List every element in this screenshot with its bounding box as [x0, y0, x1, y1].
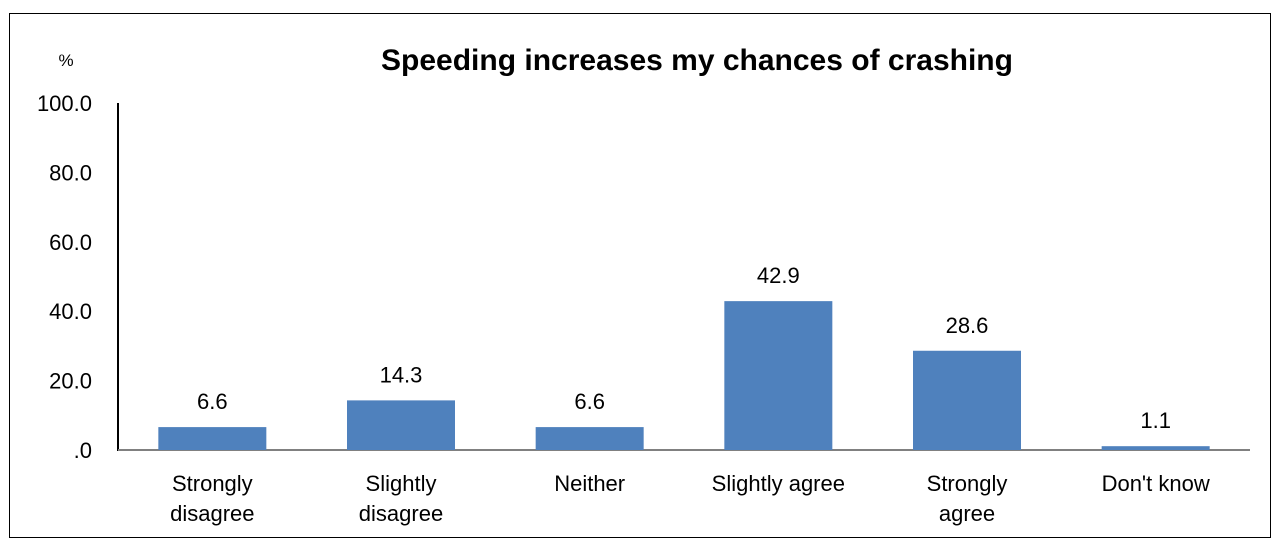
y-tick-label: 20.0 [49, 369, 92, 394]
data-label: 6.6 [197, 389, 228, 414]
x-tick-label: Neither [554, 471, 625, 496]
bar [913, 350, 1021, 450]
bar [158, 427, 267, 450]
bar [347, 400, 455, 450]
x-tick-label: Slightly disagree [359, 471, 443, 526]
data-label: 1.1 [1140, 408, 1171, 433]
bars [158, 301, 1210, 450]
x-tick-label: Slightly agree [712, 471, 845, 496]
data-label: 42.9 [757, 263, 800, 288]
y-tick-label: 100.0 [37, 91, 92, 116]
y-axis-unit-label: % [58, 51, 73, 70]
bar [1101, 446, 1210, 450]
x-tick-label: Don't know [1102, 471, 1210, 496]
chart-title: Speeding increases my chances of crashin… [381, 44, 1013, 77]
x-tick-labels: Strongly disagree Slightly disagree Neither S… [170, 471, 1210, 526]
data-label: 28.6 [946, 313, 989, 338]
y-tick-label: 60.0 [49, 230, 92, 255]
data-label: 6.6 [574, 389, 605, 414]
data-labels: 6.6 14.3 6.6 42.9 28.6 1.1 [197, 263, 1171, 433]
data-label: 14.3 [380, 362, 423, 387]
bar [535, 427, 644, 450]
y-tick-label: 40.0 [49, 299, 92, 324]
y-tick-label: 80.0 [49, 160, 92, 185]
y-tick-labels: .0 20.0 40.0 60.0 80.0 100.0 [37, 91, 92, 463]
y-tick-label: .0 [74, 438, 92, 463]
bar [724, 301, 833, 450]
x-tick-label: Strongly disagree [170, 471, 254, 526]
axes [117, 103, 1250, 451]
x-tick-label: Strongly agree [927, 471, 1008, 526]
